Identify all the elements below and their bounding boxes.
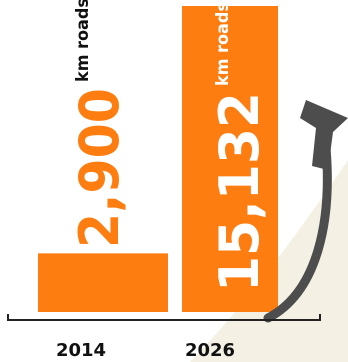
data-label-2026-group: 15,132 km roads	[208, 2, 271, 292]
growth-arrow-icon	[263, 143, 332, 323]
x-axis-line	[7, 314, 321, 321]
data-label-2014-group: 2,900 km roads	[68, 0, 131, 248]
background-swoosh	[190, 160, 348, 362]
growth-arrowhead-icon	[300, 100, 348, 170]
x-tick-label-2026: 2026	[185, 340, 235, 361]
data-label-2014: 2,900	[68, 88, 131, 248]
data-label-2026: 15,132	[208, 92, 271, 292]
bar-2014	[38, 253, 168, 312]
bar-2026	[182, 6, 278, 312]
unit-label-2026: km roads	[213, 2, 233, 86]
unit-label-2014: km roads	[73, 0, 93, 82]
x-tick-label-2014: 2014	[56, 340, 106, 361]
